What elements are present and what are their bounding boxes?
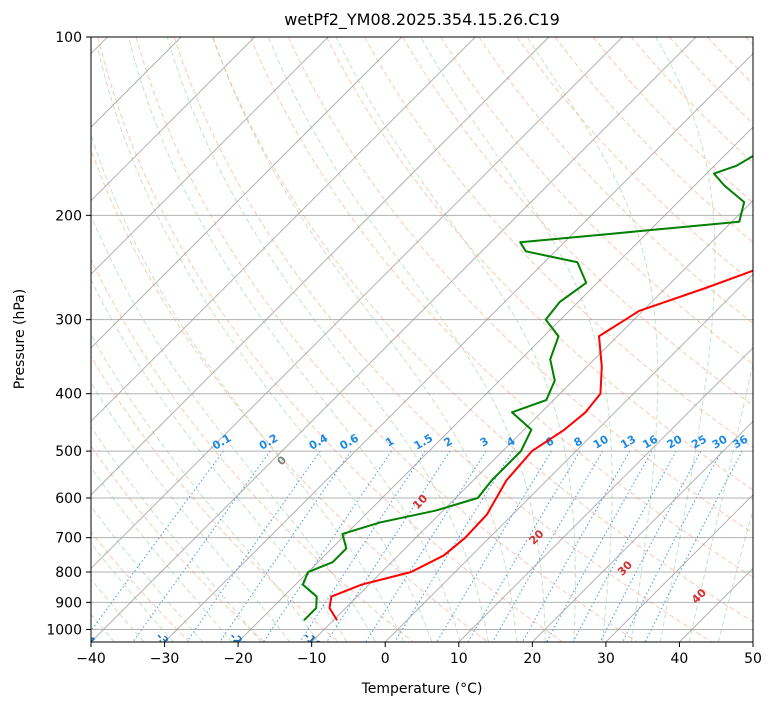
isotherm-line	[605, 494, 753, 642]
mixing-ratio-line	[186, 450, 321, 642]
dry-adiabat-line	[402, 37, 753, 407]
y-tick-label: 900	[55, 595, 82, 611]
x-tick-label: 0	[381, 651, 390, 667]
moist-adiabat-line	[91, 466, 233, 642]
moist-adiabat-line	[212, 37, 518, 642]
moist-adiabat-line	[97, 49, 433, 642]
isotherm-line	[91, 37, 697, 642]
moist-adiabat-line	[91, 278, 348, 642]
sounding-profiles	[301, 154, 753, 621]
x-axis-label: Temperature (°C)	[361, 681, 483, 697]
moist-adiabat-line	[127, 37, 461, 642]
y-tick-label: 1000	[46, 622, 82, 638]
isotherm-line	[91, 37, 476, 423]
isotherm-line	[384, 273, 753, 642]
plot-frame	[90, 36, 754, 643]
moist-adiabat-line	[267, 37, 546, 642]
x-tick-label: −10	[297, 651, 327, 667]
isotherm-line	[91, 37, 329, 275]
isotherm-line	[531, 420, 753, 642]
mixing-ratio-line	[622, 450, 722, 642]
y-tick-label: 200	[55, 208, 82, 224]
moist-adiabat-line	[91, 425, 262, 642]
y-axis-label: Pressure (hPa)	[12, 289, 28, 389]
dry-adiabat-line	[478, 37, 753, 324]
axes: −40 −30 −20 −10 0 10 20 30 40 50 100 200 300 400 500 60…	[46, 30, 762, 667]
y-tick-label: 300	[55, 313, 82, 329]
moist-adiabat-line	[91, 214, 376, 642]
x-tick-label: 30	[597, 651, 615, 667]
mixing-ratio-line	[263, 450, 392, 642]
y-tick-label: 100	[55, 30, 82, 46]
isobars	[91, 37, 753, 630]
isotherm-line	[237, 126, 753, 642]
isotherm-line	[311, 199, 753, 642]
mixing-ratio-line	[299, 450, 426, 642]
isotherm-line	[164, 52, 753, 642]
dry-adiabat-line	[249, 37, 753, 578]
isotherm-line	[458, 347, 753, 642]
mixing-ratio-line	[599, 450, 702, 642]
dry-adiabat-line	[91, 148, 489, 642]
plot-area: -100-90-80-70-60-50-40-30-20-100.10.20.4…	[91, 37, 753, 642]
chart-title: wetPf2_YM08.2025.354.15.26.C19	[284, 10, 560, 30]
mixing-ratio-line	[492, 450, 604, 642]
dry-adiabat-line	[135, 37, 638, 642]
moist-adiabat-line	[420, 37, 613, 642]
y-tick-label: 700	[55, 531, 82, 547]
moist-adiabat-line	[91, 542, 174, 642]
dry-adiabat-line	[91, 258, 414, 642]
mixing-ratio-line	[219, 450, 352, 642]
dry-adiabat-line	[91, 531, 191, 642]
mixing-ratio-lines	[91, 450, 743, 642]
dry-adiabat-line	[173, 37, 713, 642]
dry-adiabat-line	[516, 37, 753, 284]
y-tick-label: 500	[55, 444, 82, 460]
mixing-ratio-line	[91, 450, 224, 632]
mixing-ratio-line	[644, 450, 743, 642]
dry-adiabat-line	[91, 445, 265, 642]
x-tick-label: 40	[671, 651, 689, 667]
moist-adiabat-line	[526, 37, 659, 642]
isotherm-line	[91, 37, 256, 202]
moist-adiabat-line	[688, 360, 753, 642]
y-tick-label: 600	[55, 491, 82, 507]
moist-adiabat-line	[655, 37, 716, 642]
moist-adiabat-line	[91, 505, 204, 642]
isotherm-line	[91, 37, 623, 570]
moist-adiabat-line	[91, 133, 405, 642]
moist-adiabat-line	[335, 37, 576, 642]
mixing-ratio-line	[546, 450, 653, 642]
mixing-ratio-line	[522, 450, 631, 642]
x-tick-label: 50	[744, 651, 762, 667]
x-tick-label: −30	[150, 651, 180, 667]
moist-adiabat-line	[91, 578, 145, 642]
dry-adiabats	[91, 37, 753, 642]
dry-adiabat-line	[97, 37, 563, 642]
isotherm-line	[91, 37, 550, 496]
y-tick-label: 800	[55, 565, 82, 581]
x-tick-label: −20	[223, 651, 253, 667]
x-tick-label: 20	[523, 651, 541, 667]
dry-adiabat-line	[91, 355, 340, 642]
x-tick-label: 10	[450, 651, 468, 667]
isotherms	[91, 37, 753, 642]
x-tick-label: −40	[76, 651, 106, 667]
dewpoint-profile-line	[301, 154, 753, 621]
mixing-ratio-line	[572, 450, 677, 642]
y-tick-label: 400	[55, 387, 82, 403]
dry-adiabat-line	[364, 37, 753, 449]
temperature-profile-line	[328, 269, 753, 621]
dry-adiabat-line	[440, 37, 753, 365]
moist-adiabat-line	[717, 507, 753, 642]
dry-adiabat-line	[211, 37, 753, 623]
isotherm-line	[91, 37, 403, 349]
